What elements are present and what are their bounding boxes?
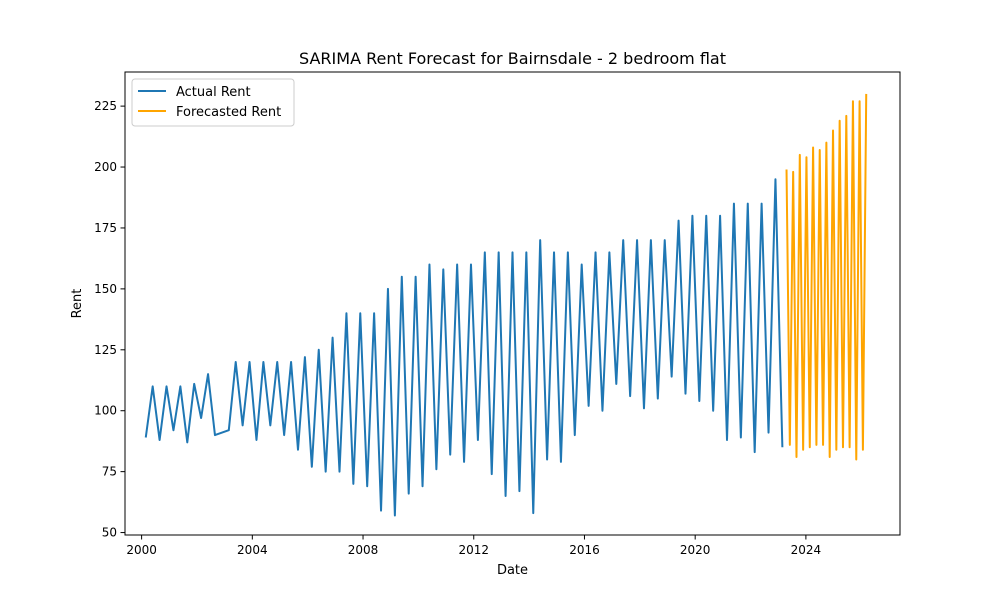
x-tick-label: 2020 — [680, 543, 711, 557]
plot-frame — [124, 71, 901, 536]
x-axis-ticks: 2000 2004 2008 2012 2016 2020 2024 — [126, 535, 821, 557]
y-tick-label: 225 — [94, 99, 117, 113]
x-tick-label: 2016 — [569, 543, 600, 557]
y-tick-label: 50 — [102, 526, 117, 540]
y-tick-label: 175 — [94, 221, 117, 235]
y-axis-label: Rent — [70, 289, 85, 319]
plot-lines — [144, 93, 868, 517]
legend-label-forecasted-rent: Forecasted Rent — [176, 105, 281, 120]
y-axis-ticks: 50 75 100 125 150 175 200 225 — [94, 99, 125, 540]
chart-title: SARIMA Rent Forecast for Bairnsdale - 2 … — [299, 49, 726, 68]
x-tick-label: 2024 — [791, 543, 822, 557]
legend: Actual Rent Forecasted Rent — [131, 78, 295, 127]
x-axis-label: Date — [497, 563, 528, 578]
legend-label-actual-rent: Actual Rent — [176, 85, 251, 100]
y-tick-label: 150 — [94, 282, 117, 296]
x-tick-label: 2008 — [348, 543, 379, 557]
y-tick-label: 100 — [94, 404, 117, 418]
legend-box — [131, 78, 295, 127]
series-line-forecasted-rent — [785, 93, 868, 461]
series-line-actual-rent — [144, 178, 784, 517]
y-tick-label: 75 — [102, 465, 117, 479]
x-tick-label: 2004 — [237, 543, 268, 557]
x-tick-label: 2012 — [458, 543, 489, 557]
x-tick-label: 2000 — [126, 543, 157, 557]
y-tick-label: 200 — [94, 160, 117, 174]
y-tick-label: 125 — [94, 343, 117, 357]
